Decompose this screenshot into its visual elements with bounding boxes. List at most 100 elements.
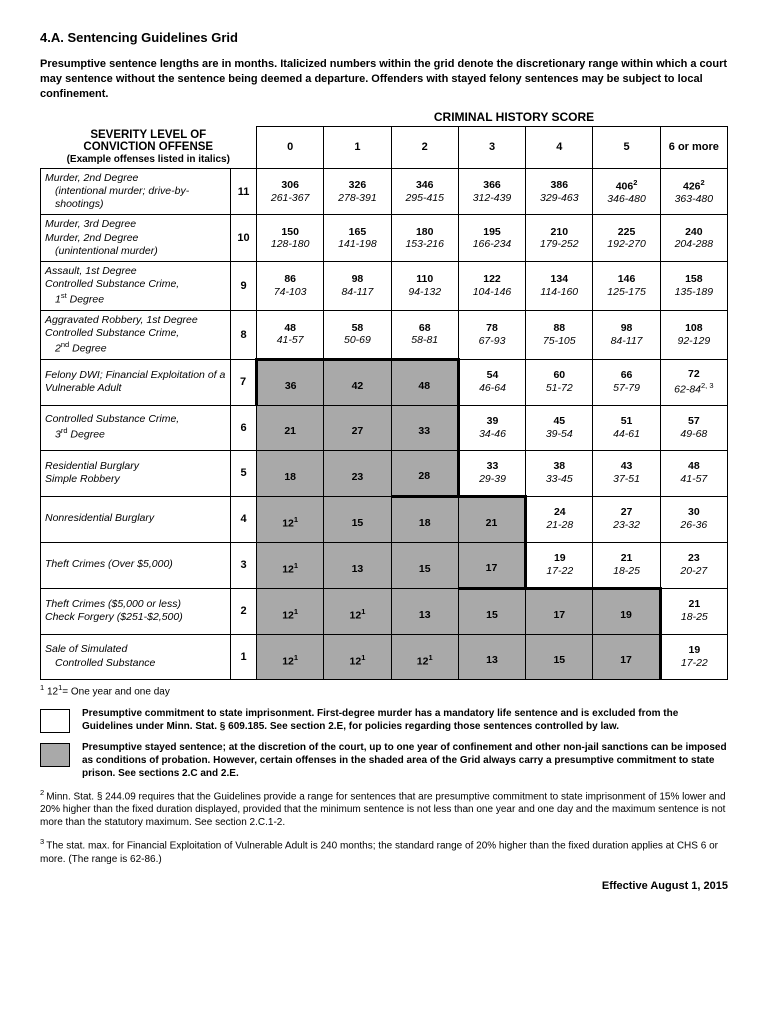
grid-cell: 3934-46 xyxy=(458,405,525,450)
legend-box-shaded xyxy=(40,743,70,767)
grid-cell: 4841-57 xyxy=(660,450,727,496)
grid-cell: 195166-234 xyxy=(458,215,525,261)
severity-level: 10 xyxy=(231,215,257,261)
grid-cell: 3329-39 xyxy=(458,450,525,496)
grid-cell: 386329-463 xyxy=(526,169,593,215)
grid-cell: 146125-175 xyxy=(593,261,660,310)
grid-row-7: Felony DWI; Financial Exploitation of a … xyxy=(41,359,728,405)
grid-cell: 122104-146 xyxy=(458,261,525,310)
grid-cell: 4841-57 xyxy=(257,310,324,359)
page-title: 4.A. Sentencing Guidelines Grid xyxy=(40,30,728,45)
grid-cell: 18 xyxy=(257,450,324,496)
grid-cell: 121 xyxy=(324,634,391,679)
grid-cell: 28 xyxy=(391,450,458,496)
col-4: 4 xyxy=(526,126,593,169)
grid-cell: 4539-54 xyxy=(526,405,593,450)
offense-label: Murder, 3rd DegreeMurder, 2nd Degree(uni… xyxy=(41,215,231,261)
grid-cell: 15 xyxy=(458,588,525,634)
grid-cell: 5749-68 xyxy=(660,405,727,450)
grid-cell: 2723-32 xyxy=(593,496,660,542)
grid-cell: 121 xyxy=(257,588,324,634)
col-3: 3 xyxy=(458,126,525,169)
grid-cell: 13 xyxy=(458,634,525,679)
col-0: 0 xyxy=(257,126,324,169)
grid-cell: 4062346-480 xyxy=(593,169,660,215)
grid-cell: 4262363-480 xyxy=(660,169,727,215)
grid-row-5: Residential BurglarySimple Robbery518232… xyxy=(41,450,728,496)
grid-cell: 3833-45 xyxy=(526,450,593,496)
grid-cell: 9884-117 xyxy=(324,261,391,310)
grid-row-6: Controlled Substance Crime,3rd Degree621… xyxy=(41,405,728,450)
severity-level: 3 xyxy=(231,542,257,588)
grid-cell: 1917-22 xyxy=(660,634,727,679)
effective-date: Effective August 1, 2015 xyxy=(40,880,728,892)
grid-cell: 17 xyxy=(593,634,660,679)
legend-text-white: Presumptive commitment to state imprison… xyxy=(82,707,728,733)
severity-level: 8 xyxy=(231,310,257,359)
grid-container: CRIMINAL HISTORY SCORE SEVERITY LEVEL OF… xyxy=(40,110,728,680)
grid-cell: 5446-64 xyxy=(458,359,525,405)
grid-row-4: Nonresidential Burglary41211518212421-28… xyxy=(41,496,728,542)
col-6: 6 or more xyxy=(660,126,727,169)
grid-cell: 1917-22 xyxy=(526,542,593,588)
grid-cell: 18 xyxy=(391,496,458,542)
col-2: 2 xyxy=(391,126,458,169)
grid-cell: 13 xyxy=(391,588,458,634)
grid-cell: 15 xyxy=(391,542,458,588)
grid-row-8: Aggravated Robbery, 1st DegreeControlled… xyxy=(41,310,728,359)
criminal-history-header: CRIMINAL HISTORY SCORE xyxy=(300,110,728,124)
severity-level: 5 xyxy=(231,450,257,496)
grid-cell: 121 xyxy=(391,634,458,679)
footnote-3: 3 The stat. max. for Financial Exploitat… xyxy=(40,837,728,865)
severity-level: 4 xyxy=(231,496,257,542)
grid-cell: 4337-51 xyxy=(593,450,660,496)
grid-cell: 121 xyxy=(324,588,391,634)
grid-row-1: Sale of SimulatedControlled Substance112… xyxy=(41,634,728,679)
offense-label: Murder, 2nd Degree(intentional murder; d… xyxy=(41,169,231,215)
grid-cell: 11094-132 xyxy=(391,261,458,310)
severity-level: 6 xyxy=(231,405,257,450)
grid-cell: 165141-198 xyxy=(324,215,391,261)
col-1: 1 xyxy=(324,126,391,169)
grid-cell: 6051-72 xyxy=(526,359,593,405)
offense-label: Theft Crimes (Over $5,000) xyxy=(41,542,231,588)
grid-cell: 8674-103 xyxy=(257,261,324,310)
severity-header: SEVERITY LEVEL OF CONVICTION OFFENSE (Ex… xyxy=(41,126,257,169)
severity-level: 11 xyxy=(231,169,257,215)
grid-cell: 33 xyxy=(391,405,458,450)
grid-row-10: Murder, 3rd DegreeMurder, 2nd Degree(uni… xyxy=(41,215,728,261)
grid-row-2: Theft Crimes ($5,000 or less)Check Forge… xyxy=(41,588,728,634)
grid-cell: 2118-25 xyxy=(593,542,660,588)
grid-cell: 17 xyxy=(526,588,593,634)
grid-cell: 326278-391 xyxy=(324,169,391,215)
grid-cell: 27 xyxy=(324,405,391,450)
intro-text: Presumptive sentence lengths are in mont… xyxy=(40,57,728,102)
grid-cell: 21 xyxy=(257,405,324,450)
grid-cell: 13 xyxy=(324,542,391,588)
grid-cell: 15 xyxy=(324,496,391,542)
grid-cell: 2421-28 xyxy=(526,496,593,542)
grid-cell: 121 xyxy=(257,634,324,679)
legend-shaded: Presumptive stayed sentence; at the disc… xyxy=(40,741,728,780)
grid-cell: 17 xyxy=(458,542,525,588)
grid-cell: 2118-25 xyxy=(660,588,727,634)
grid-cell: 48 xyxy=(391,359,458,405)
legend-box-white xyxy=(40,709,70,733)
grid-cell: 158135-189 xyxy=(660,261,727,310)
offense-label: Assault, 1st DegreeControlled Substance … xyxy=(41,261,231,310)
grid-cell: 21 xyxy=(458,496,525,542)
grid-cell: 134114-160 xyxy=(526,261,593,310)
grid-row-3: Theft Crimes (Over $5,000)31211315171917… xyxy=(41,542,728,588)
grid-cell: 19 xyxy=(593,588,660,634)
grid-cell: 5850-69 xyxy=(324,310,391,359)
legend-text-shaded: Presumptive stayed sentence; at the disc… xyxy=(82,741,728,780)
offense-label: Sale of SimulatedControlled Substance xyxy=(41,634,231,679)
grid-cell: 15 xyxy=(526,634,593,679)
grid-cell: 42 xyxy=(324,359,391,405)
grid-row-11: Murder, 2nd Degree(intentional murder; d… xyxy=(41,169,728,215)
grid-cell: 7867-93 xyxy=(458,310,525,359)
severity-level: 1 xyxy=(231,634,257,679)
footnote-1: 1 121= One year and one day xyxy=(40,683,728,697)
offense-label: Controlled Substance Crime,3rd Degree xyxy=(41,405,231,450)
grid-cell: 8875-105 xyxy=(526,310,593,359)
